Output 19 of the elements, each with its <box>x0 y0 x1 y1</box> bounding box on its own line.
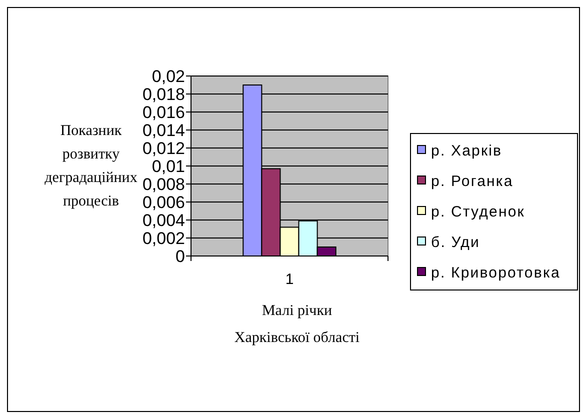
y-tick-label: 0,018 <box>142 84 185 104</box>
legend-label: б. Уди <box>431 234 480 251</box>
x-tick-label: 1 <box>285 271 294 288</box>
legend-label: р. Студенок <box>431 203 525 220</box>
y-tick-label: 0,014 <box>142 120 185 140</box>
y-tick-label: 0,012 <box>142 138 185 158</box>
legend-label: р. Харків <box>431 142 502 160</box>
y-tick-label: 0 <box>176 246 185 266</box>
y-axis-title: Показник розвитку деградаційних процесів <box>44 123 138 210</box>
y-tick-label: 0,016 <box>142 102 185 122</box>
y-tick-label: 0,002 <box>142 228 185 248</box>
y-tick-label: 0,004 <box>142 210 185 230</box>
y-tick-label: 0,01 <box>152 156 185 176</box>
y-tick-label: 0,008 <box>142 174 185 194</box>
x-axis-title: Малі річки Харківської області <box>234 303 360 346</box>
legend-label: р. Криворотовка <box>431 264 560 282</box>
y-tick-label: 0,02 <box>152 66 185 86</box>
y-tick-label: 0,006 <box>142 192 185 212</box>
legend-label: р. Роганка <box>431 172 514 190</box>
